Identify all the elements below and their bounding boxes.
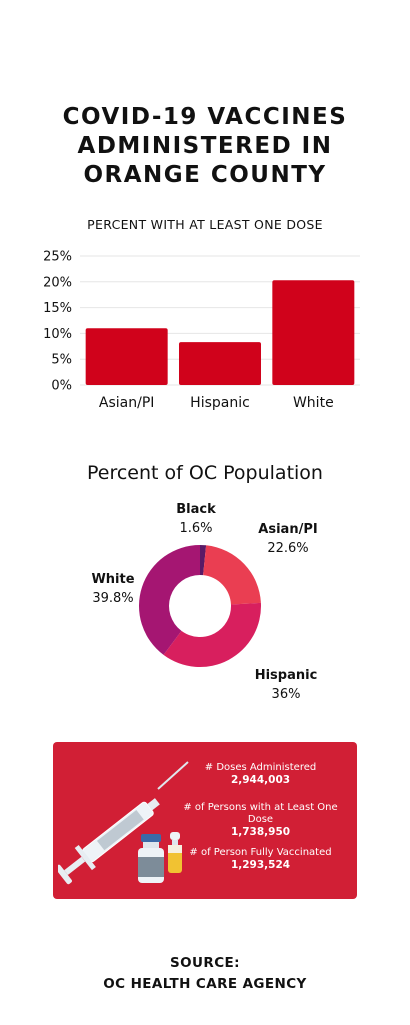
donut-label-black-name: Black bbox=[176, 502, 216, 517]
ampoule-icon bbox=[168, 832, 182, 873]
donut-slice bbox=[200, 545, 207, 576]
title-line-2: ADMINISTERED IN bbox=[77, 133, 333, 159]
donut-label-asian-value: 22.6% bbox=[267, 541, 309, 556]
donut-slice bbox=[139, 545, 200, 655]
donut-label-white-name: White bbox=[91, 572, 135, 587]
stat-fully-vaccinated-label: # of Person Fully Vaccinated bbox=[189, 847, 332, 858]
donut-label-white-value: 39.8% bbox=[92, 591, 134, 606]
stat-doses-label: # Doses Administered bbox=[204, 762, 317, 773]
donut-label-white: White 39.8% bbox=[78, 570, 148, 608]
stat-doses: # Doses Administered 2,944,003 bbox=[183, 762, 338, 786]
bar-ytick-label: 15% bbox=[43, 301, 72, 316]
bar bbox=[272, 280, 355, 385]
bar-ytick-label: 5% bbox=[51, 353, 72, 368]
stat-one-dose: # of Persons with at Least One Dose 1,73… bbox=[183, 802, 338, 838]
title-line-3: ORANGE COUNTY bbox=[83, 162, 327, 188]
donut-label-asian: Asian/PI 22.6% bbox=[248, 520, 328, 558]
bar-category-label: Hispanic bbox=[190, 395, 250, 411]
donut-slice bbox=[203, 545, 261, 605]
bar-chart: 0% 5% 10% 15% 20% 25% Asian/PI Hispanic White bbox=[43, 250, 360, 411]
bar bbox=[179, 342, 261, 385]
source-credit: SOURCE: OC HEALTH CARE AGENCY bbox=[0, 953, 410, 995]
bar-ytick-label: 10% bbox=[43, 327, 72, 342]
donut-label-asian-name: Asian/PI bbox=[258, 522, 318, 537]
vaccine-vial-icon bbox=[138, 834, 164, 883]
donut-label-hispanic: Hispanic 36% bbox=[246, 666, 326, 704]
bar-ytick-label: 25% bbox=[43, 250, 72, 265]
stat-fully-vaccinated: # of Person Fully Vaccinated 1,293,524 bbox=[183, 847, 338, 871]
bar-ytick-label: 0% bbox=[51, 379, 72, 394]
stat-fully-vaccinated-value: 1,293,524 bbox=[230, 859, 291, 871]
stat-one-dose-label: # of Persons with at Least One Dose bbox=[183, 802, 338, 825]
syringe-icon bbox=[58, 761, 189, 885]
bar-category-label: Asian/PI bbox=[99, 395, 155, 411]
donut-label-black: Black 1.6% bbox=[166, 500, 226, 538]
bar-chart-title: PERCENT WITH AT LEAST ONE DOSE bbox=[87, 217, 323, 232]
donut-label-black-value: 1.6% bbox=[179, 521, 213, 536]
page-title: COVID-19 VACCINES ADMINISTERED IN ORANGE… bbox=[0, 103, 410, 190]
bar-category-label: White bbox=[293, 395, 334, 411]
vaccine-stats-panel bbox=[53, 742, 357, 899]
donut-label-hispanic-value: 36% bbox=[271, 687, 301, 702]
title-line-1: COVID-19 VACCINES bbox=[62, 104, 348, 130]
bar-ytick-label: 20% bbox=[43, 275, 72, 290]
donut-chart-title: Percent of OC Population bbox=[87, 462, 323, 484]
donut-slice bbox=[163, 602, 261, 667]
source-line-1: SOURCE: bbox=[170, 955, 240, 971]
source-line-2: OC HEALTH CARE AGENCY bbox=[103, 976, 307, 992]
stat-doses-value: 2,944,003 bbox=[230, 774, 291, 786]
donut-label-hispanic-name: Hispanic bbox=[254, 668, 318, 683]
donut-chart bbox=[139, 545, 261, 667]
vaccine-illustration bbox=[58, 761, 189, 885]
stat-one-dose-value: 1,738,950 bbox=[230, 826, 291, 838]
bar bbox=[85, 328, 168, 385]
